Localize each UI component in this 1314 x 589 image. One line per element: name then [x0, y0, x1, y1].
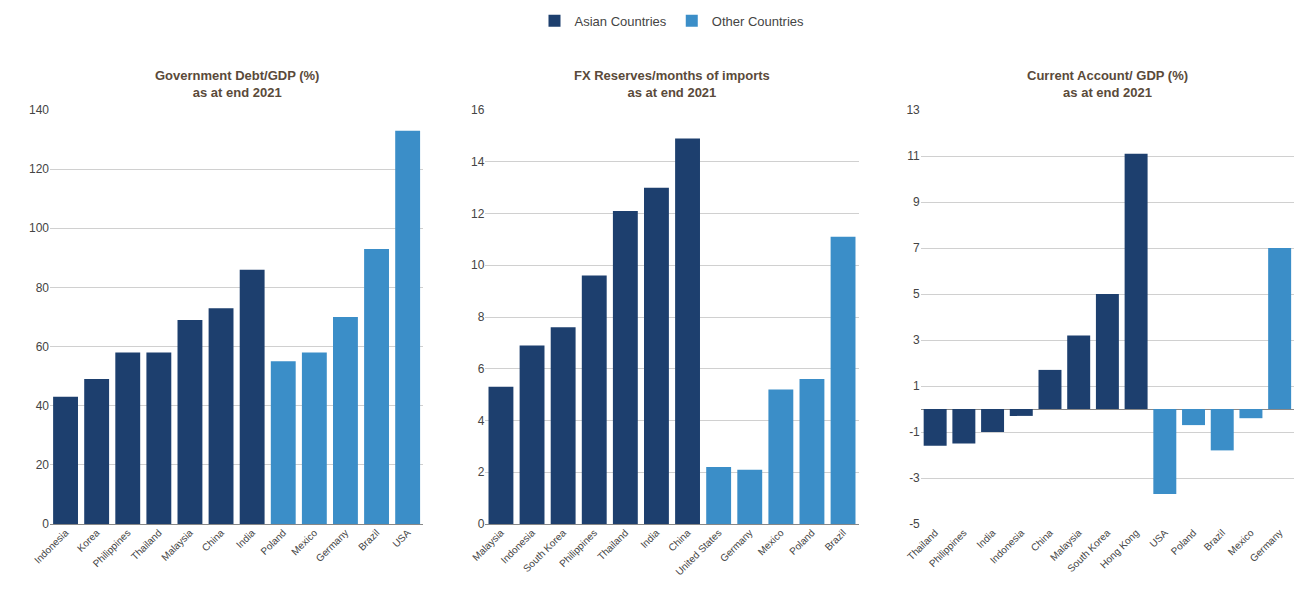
svg-text:Thailand: Thailand — [595, 527, 630, 562]
svg-text:7: 7 — [913, 241, 920, 255]
svg-text:China: China — [1029, 527, 1056, 554]
svg-text:9: 9 — [913, 195, 920, 209]
svg-text:1: 1 — [913, 379, 920, 393]
svg-text:Malaysia: Malaysia — [1048, 527, 1084, 563]
svg-text:Germany: Germany — [314, 527, 351, 564]
svg-text:India: India — [974, 527, 997, 550]
svg-text:Brazil: Brazil — [356, 527, 381, 552]
svg-text:60: 60 — [36, 340, 50, 354]
svg-text:13: 13 — [906, 103, 920, 117]
svg-text:-5: -5 — [909, 517, 920, 531]
svg-text:5: 5 — [913, 287, 920, 301]
svg-text:South Korea: South Korea — [1065, 527, 1112, 574]
svg-text:India: India — [638, 527, 661, 550]
svg-text:Poland: Poland — [1169, 527, 1199, 557]
svg-text:4: 4 — [478, 414, 485, 428]
svg-text:Philippines: Philippines — [557, 527, 599, 569]
svg-text:Indonesia: Indonesia — [988, 527, 1027, 566]
svg-text:Brazil: Brazil — [1202, 527, 1227, 552]
svg-text:Mexico: Mexico — [1226, 527, 1256, 557]
svg-text:Thailand: Thailand — [905, 527, 940, 562]
svg-text:China: China — [200, 527, 227, 554]
svg-text:Asian Countries: Asian Countries — [575, 14, 667, 29]
svg-text:Hong Kong: Hong Kong — [1098, 527, 1141, 570]
svg-text:11: 11 — [907, 149, 920, 163]
svg-text:Brazil: Brazil — [823, 527, 848, 552]
svg-text:Current Account/ GDP (%)as at: Current Account/ GDP (%)as at end 2021 — [1027, 68, 1188, 100]
svg-text:Thailand: Thailand — [129, 527, 164, 562]
svg-text:6: 6 — [478, 362, 485, 376]
svg-text:16: 16 — [471, 103, 485, 117]
svg-text:80: 80 — [36, 281, 50, 295]
svg-text:Korea: Korea — [75, 527, 102, 554]
svg-text:14: 14 — [471, 155, 485, 169]
svg-text:-1: -1 — [909, 425, 920, 439]
svg-text:Germany: Germany — [718, 527, 755, 564]
svg-text:Philippines: Philippines — [91, 527, 133, 569]
svg-text:Other Countries: Other Countries — [712, 14, 804, 29]
svg-text:Germany: Germany — [1248, 527, 1285, 564]
svg-text:8: 8 — [478, 310, 485, 324]
svg-text:China: China — [666, 527, 693, 554]
svg-text:Malaysia: Malaysia — [159, 527, 195, 563]
svg-text:India: India — [234, 527, 257, 550]
svg-text:2: 2 — [478, 465, 485, 479]
svg-text:Mexico: Mexico — [756, 527, 786, 557]
svg-text:Poland: Poland — [787, 527, 817, 557]
svg-text:Indonesia: Indonesia — [32, 527, 71, 566]
svg-text:Philippines: Philippines — [927, 527, 969, 569]
svg-text:Indonesia: Indonesia — [499, 527, 538, 566]
svg-text:40: 40 — [36, 399, 50, 413]
svg-text:South Korea: South Korea — [521, 527, 568, 574]
svg-text:Malaysia: Malaysia — [470, 527, 506, 563]
svg-text:20: 20 — [36, 458, 50, 472]
svg-text:140: 140 — [29, 103, 49, 117]
svg-text:0: 0 — [42, 517, 49, 531]
svg-text:0: 0 — [478, 517, 485, 531]
svg-text:-3: -3 — [909, 471, 920, 485]
svg-text:USA: USA — [390, 527, 413, 550]
svg-text:USA: USA — [1147, 527, 1170, 550]
svg-text:120: 120 — [29, 162, 49, 176]
svg-text:United States: United States — [673, 527, 723, 577]
svg-text:3: 3 — [913, 333, 920, 347]
svg-text:Mexico: Mexico — [289, 527, 319, 557]
svg-text:10: 10 — [471, 258, 485, 272]
svg-text:100: 100 — [29, 221, 49, 235]
svg-text:Poland: Poland — [258, 527, 288, 557]
svg-text:Government Debt/GDP (%)as at e: Government Debt/GDP (%)as at end 2021 — [155, 68, 319, 100]
svg-text:FX Reserves/months of importsa: FX Reserves/months of importsas at end 2… — [574, 68, 770, 100]
svg-text:12: 12 — [471, 207, 485, 221]
